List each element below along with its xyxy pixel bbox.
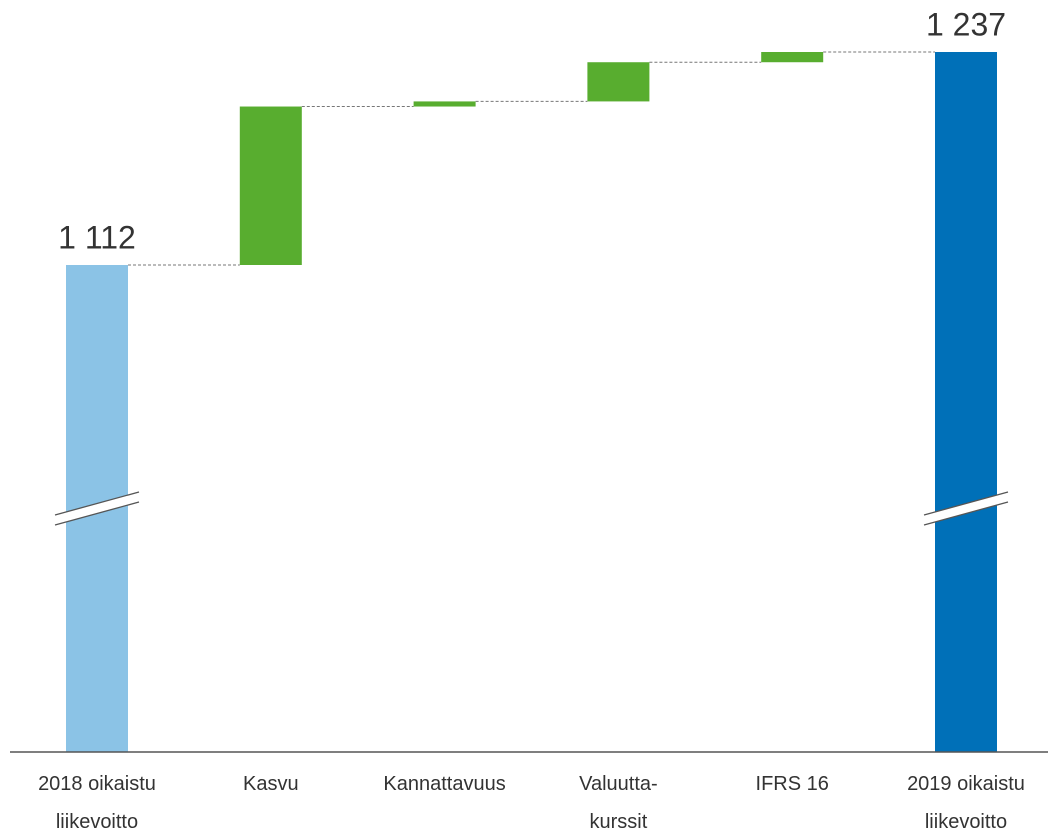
bar [413,101,476,107]
axis-break [923,501,1009,526]
bar [761,52,824,63]
axis-break [54,491,140,516]
bar [587,62,650,102]
value-label: 1 112 [58,219,136,255]
x-tick-label-line: 2019 oikaistu [907,773,1025,795]
axis-break [55,492,139,525]
x-tick-label: Kasvu [243,773,299,795]
x-tick-label-line: 2018 oikaistu [38,773,156,795]
axis-break [54,501,140,526]
x-tick-label: 2019 oikaistu liikevoitto [907,773,1025,833]
x-tick-label: 2018 oikaistu liikevoitto [38,773,156,833]
value-label: 1 237 [926,6,1006,42]
bar [239,106,302,265]
x-tick-label-line: IFRS 16 [756,773,829,795]
x-tick-label: IFRS 16 [756,773,829,795]
x-tick-label-line: Valuutta- [579,773,658,795]
x-tick-label-line: liikevoitto [925,811,1007,833]
x-tick-label-line: liikevoitto [56,811,138,833]
axis-break [924,492,1008,525]
bar [935,52,997,752]
x-tick-label-line: Kannattavuus [383,773,505,795]
x-tick-label: Valuutta-kurssit [579,773,658,833]
x-tick-label: Kannattavuus [383,773,505,795]
axis-break [923,491,1009,516]
x-tick-label-line: Kasvu [243,773,299,795]
x-tick-label-line: kurssit [590,811,648,833]
